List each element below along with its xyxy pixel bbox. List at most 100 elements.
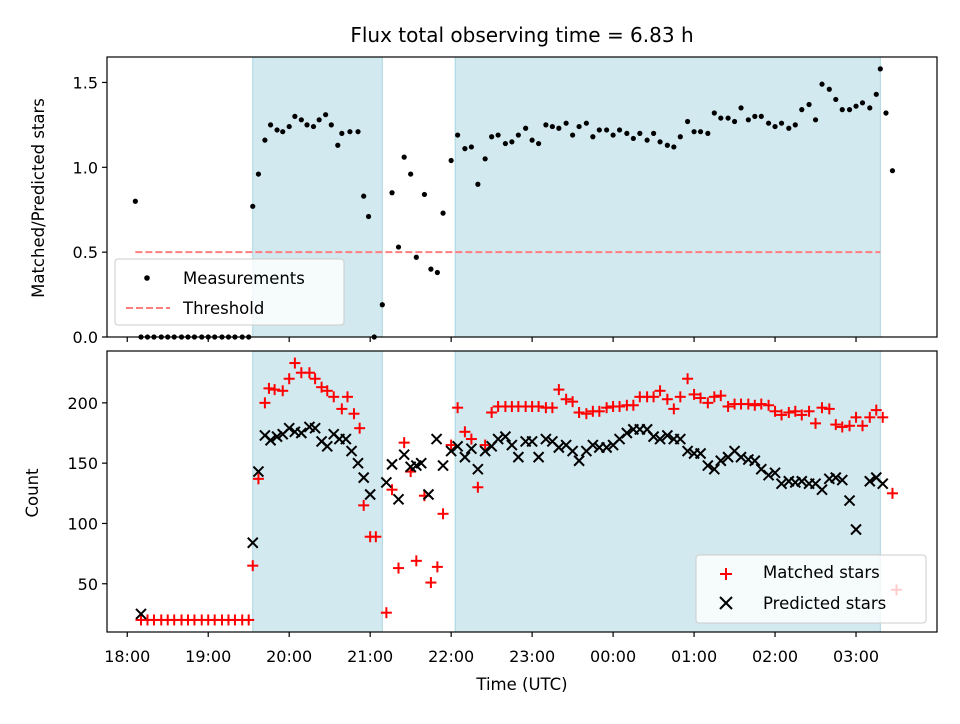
x-tick-label: 01:00 <box>671 647 717 666</box>
predicted-point <box>422 488 435 501</box>
measurement-point <box>610 132 616 138</box>
measurement-point <box>604 127 610 133</box>
measurement-point <box>529 137 535 143</box>
bottom-y-axis-label: Count <box>23 468 42 518</box>
matched-point <box>336 403 348 415</box>
top-y-axis-label: Matched/Predicted stars <box>29 98 48 298</box>
measurement-point <box>819 81 825 87</box>
measurement-point <box>778 120 785 126</box>
matched-point <box>437 508 449 520</box>
measurement-point <box>889 168 896 174</box>
matched-point <box>431 561 443 573</box>
measurement-point <box>671 144 677 150</box>
x-tick-label: 19:00 <box>185 647 231 666</box>
measurement-point <box>413 254 419 260</box>
measurement-point <box>495 132 501 138</box>
measurement-point <box>596 127 602 133</box>
measurement-point <box>310 123 317 130</box>
matched-point <box>614 400 626 412</box>
measurement-point <box>468 144 474 150</box>
matched-point <box>742 398 754 410</box>
matched-point <box>370 531 382 543</box>
matched-point <box>465 433 477 445</box>
predicted-point <box>735 451 747 463</box>
measurement-point <box>323 112 329 118</box>
predicted-point <box>621 427 633 439</box>
measurement-point <box>255 171 262 177</box>
predicted-point <box>661 429 674 442</box>
matched-point <box>763 399 775 411</box>
predicted-point <box>472 463 484 475</box>
matched-point <box>410 555 422 567</box>
measurement-point <box>267 122 274 128</box>
predicted-point <box>587 439 599 451</box>
measurement-point <box>365 213 372 220</box>
measurement-point <box>462 146 468 152</box>
measurement-point <box>347 129 353 135</box>
measurement-point <box>765 120 772 126</box>
predicted-point <box>674 433 687 445</box>
measurement-point <box>536 140 542 147</box>
predicted-point <box>796 475 808 487</box>
matched-point <box>386 484 398 496</box>
predicted-point <box>762 469 775 481</box>
measurement-point <box>262 137 268 143</box>
matched-point <box>354 422 366 434</box>
measurement-point <box>250 203 256 209</box>
predicted-point <box>451 440 464 452</box>
measurement-point <box>839 107 845 113</box>
predicted-point <box>398 449 410 461</box>
matched-point <box>755 398 767 410</box>
measurement-point <box>637 130 643 136</box>
matched-point <box>803 405 815 417</box>
predicted-point <box>850 523 862 536</box>
measurement-point <box>515 132 521 138</box>
measurement-point <box>705 130 711 136</box>
bottom-y-tick-label: 150 <box>67 454 98 473</box>
matched-point <box>830 419 842 431</box>
matched-point <box>749 399 761 411</box>
predicted-point <box>430 433 443 445</box>
matched-point <box>682 373 694 385</box>
matched-point <box>289 357 301 369</box>
matched-point <box>702 397 714 409</box>
predicted-point <box>295 427 308 439</box>
matched-point <box>648 391 660 403</box>
measurement-point <box>772 123 778 130</box>
measurement-point <box>583 120 589 126</box>
matched-point <box>857 420 869 432</box>
predicted-point <box>340 433 352 445</box>
legend-matched-label: Matched stars <box>763 563 880 582</box>
predicted-point <box>654 433 666 445</box>
measurement-point <box>509 139 515 145</box>
predicted-point <box>715 455 727 467</box>
matched-point <box>708 391 720 403</box>
matched-point <box>243 614 255 626</box>
matched-point <box>486 407 498 419</box>
predicted-point <box>566 445 579 457</box>
measurement-point <box>792 122 798 128</box>
predicted-point <box>775 477 788 490</box>
matched-point <box>688 388 700 400</box>
legend-predicted-label: Predicted stars <box>763 594 886 613</box>
measurement-point <box>428 266 434 272</box>
matched-point <box>573 407 585 419</box>
measurement-point <box>316 117 322 123</box>
predicted-point <box>309 422 321 434</box>
matched-point <box>789 405 801 417</box>
measurement-point <box>697 129 704 135</box>
x-tick-label: 22:00 <box>428 647 474 666</box>
matched-point <box>283 373 295 385</box>
predicted-point <box>512 451 525 463</box>
matched-point <box>309 373 321 385</box>
x-tick-label: 20:00 <box>266 647 312 666</box>
x-tick-label: 23:00 <box>509 647 555 666</box>
bottom-observing-span-0 <box>252 350 383 633</box>
predicted-point <box>479 445 491 457</box>
legend-measurements-marker <box>144 275 150 281</box>
measurement-point <box>752 113 758 119</box>
measurement-point <box>339 130 345 136</box>
top-y-tick-label: 0.0 <box>73 328 98 347</box>
measurement-point <box>711 110 717 116</box>
measurement-point <box>853 103 859 109</box>
